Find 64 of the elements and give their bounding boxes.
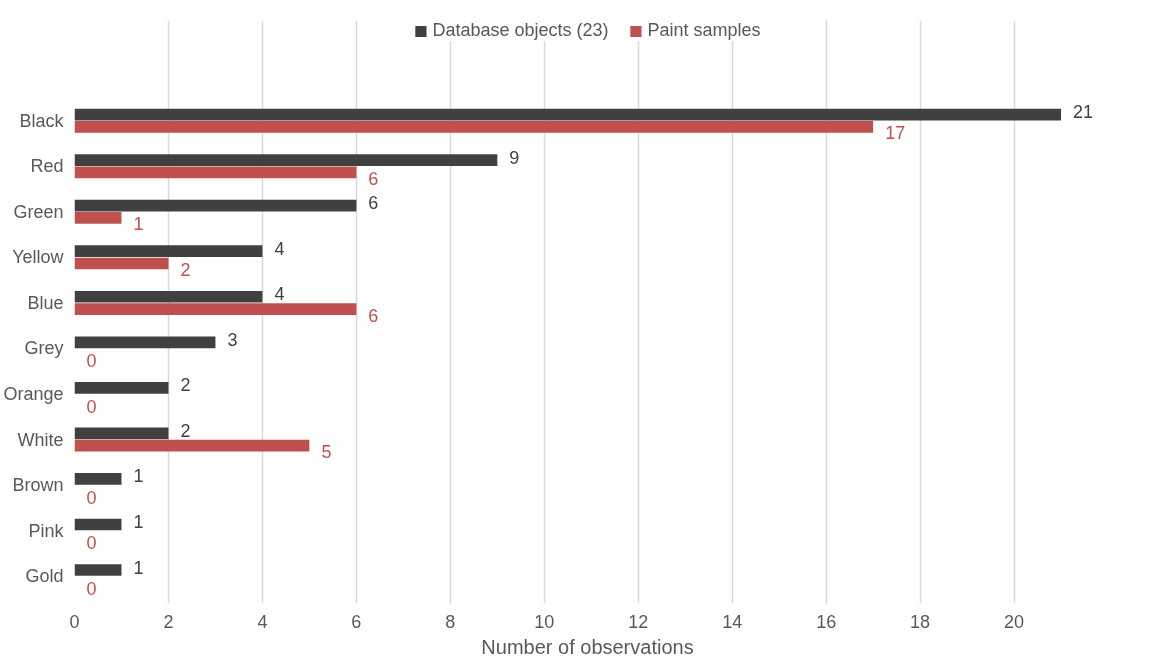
x-tick-label: 10 xyxy=(534,611,555,632)
y-tick-label: Gold xyxy=(25,566,64,587)
data-label: 0 xyxy=(86,533,97,554)
x-tick-label: 16 xyxy=(816,611,837,632)
data-label: 0 xyxy=(86,351,97,372)
y-tick-label: Brown xyxy=(12,475,64,496)
y-tick-label: Blue xyxy=(27,292,64,313)
bar xyxy=(74,245,263,258)
legend-label: Paint samples xyxy=(647,20,761,41)
x-tick-label: 20 xyxy=(1004,611,1025,632)
bar xyxy=(74,212,122,224)
data-label: 0 xyxy=(86,487,97,508)
bar xyxy=(74,564,122,576)
data-label: 3 xyxy=(227,329,238,350)
data-label: 4 xyxy=(274,284,285,305)
x-axis-title: Number of observations xyxy=(481,635,694,658)
bar xyxy=(74,303,357,315)
bar xyxy=(74,427,169,440)
data-label: 0 xyxy=(86,578,97,599)
data-label: 2 xyxy=(180,420,191,441)
x-tick-label: 6 xyxy=(351,611,362,632)
y-tick-label: Black xyxy=(19,110,65,131)
y-tick-label: Yellow xyxy=(12,247,65,268)
data-label: 2 xyxy=(180,375,191,396)
bar xyxy=(74,439,310,452)
bar xyxy=(74,108,1062,121)
bar xyxy=(74,518,122,531)
data-label: 9 xyxy=(509,147,520,168)
y-tick-label: Green xyxy=(13,201,64,222)
bar xyxy=(74,166,357,179)
y-tick-label: Pink xyxy=(28,520,65,541)
data-label: 0 xyxy=(86,396,97,417)
data-label: 1 xyxy=(133,466,144,487)
data-label: 6 xyxy=(368,193,379,214)
x-tick-label: 0 xyxy=(69,611,80,632)
x-tick-label: 18 xyxy=(910,611,931,632)
x-tick-label: 14 xyxy=(722,611,743,632)
data-label: 17 xyxy=(885,123,906,144)
data-label: 5 xyxy=(321,442,332,463)
bar xyxy=(74,154,498,166)
bar xyxy=(74,199,357,212)
data-label: 1 xyxy=(133,214,144,235)
y-tick-label: Orange xyxy=(3,383,64,404)
x-tick-label: 4 xyxy=(257,611,268,632)
x-tick-label: 8 xyxy=(445,611,456,632)
bar xyxy=(74,336,216,349)
y-tick-label: White xyxy=(17,429,64,450)
y-tick-label: Grey xyxy=(24,338,64,359)
bar xyxy=(74,473,122,485)
data-label: 4 xyxy=(274,238,285,259)
y-tick-label: Red xyxy=(30,156,64,177)
bar xyxy=(74,381,169,394)
bar xyxy=(74,290,263,303)
legend-label: Database objects (23) xyxy=(432,20,609,41)
data-label: 6 xyxy=(368,168,379,189)
data-label: 2 xyxy=(180,259,191,280)
data-label: 1 xyxy=(133,557,144,578)
bar xyxy=(74,121,874,133)
x-tick-label: 2 xyxy=(163,611,174,632)
data-label: 6 xyxy=(368,305,379,326)
bar xyxy=(74,257,169,270)
data-label: 1 xyxy=(133,511,144,532)
data-label: 21 xyxy=(1073,102,1094,123)
x-tick-label: 12 xyxy=(628,611,649,632)
